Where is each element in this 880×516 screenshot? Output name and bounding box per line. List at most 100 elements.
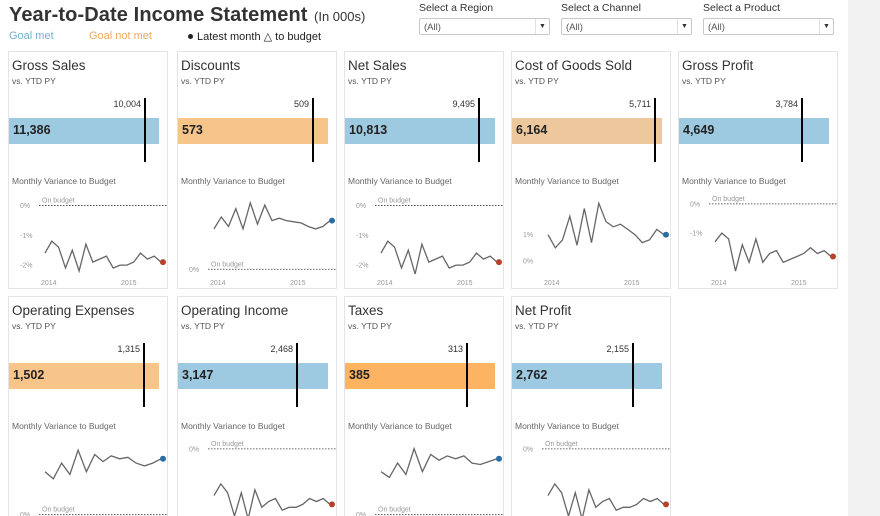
- kpi-card[interactable]: Gross Profit vs. YTD PY 4,649 3,784 Monthly …: [678, 51, 838, 289]
- latest-month-dot[interactable]: [663, 501, 669, 508]
- ytd-value-bar[interactable]: [9, 118, 159, 144]
- y-tick-label: 0%: [690, 201, 700, 208]
- variance-title: Monthly Variance to Budget: [348, 421, 452, 431]
- on-budget-label: On budget: [712, 196, 745, 203]
- latest-month-dot[interactable]: [496, 455, 502, 462]
- latest-month-dot[interactable]: [160, 259, 166, 266]
- prior-year-target-line: [654, 98, 656, 162]
- product-select-value: (All): [708, 22, 725, 33]
- y-tick-label: -1%: [20, 233, 32, 240]
- region-select[interactable]: (All) ▼: [419, 18, 550, 35]
- y-tick-label: 0%: [356, 203, 366, 210]
- prior-year-value: 2,468: [270, 344, 293, 354]
- ytd-value-bar[interactable]: [679, 118, 829, 144]
- variance-series-line: [380, 446, 498, 479]
- ytd-value: 6,164: [516, 123, 548, 137]
- card-title: Gross Sales: [12, 58, 86, 73]
- variance-series-line: [547, 200, 665, 249]
- variance-sparkline[interactable]: On budget 0%: [512, 435, 672, 516]
- variance-sparkline[interactable]: On budget 0%: [345, 435, 505, 516]
- ytd-value-bar[interactable]: [512, 118, 662, 144]
- variance-title: Monthly Variance to Budget: [181, 176, 285, 186]
- prior-year-target-line: [296, 343, 298, 407]
- region-select-value: (All): [424, 22, 441, 33]
- y-tick-label: -1%: [356, 233, 368, 240]
- kpi-card[interactable]: Operating Expenses vs. YTD PY 1,502 1,315 Mo…: [8, 296, 168, 516]
- variance-sparkline[interactable]: On budget 0% -1% -2% 2014 2015: [345, 190, 505, 288]
- card-title: Cost of Goods Sold: [515, 58, 633, 73]
- ytd-value: 3,147: [182, 368, 214, 382]
- card-subtitle: vs. YTD PY: [12, 321, 56, 331]
- channel-select-value: (All): [566, 22, 583, 33]
- latest-month-dot[interactable]: [496, 259, 502, 266]
- variance-sparkline[interactable]: 1% 0% 2014 2015: [512, 190, 672, 288]
- kpi-card[interactable]: Taxes vs. YTD PY 385 313 Monthly Variance to…: [344, 296, 504, 516]
- y-tick-label: -2%: [20, 263, 32, 270]
- prior-year-target-line: [632, 343, 634, 407]
- chevron-down-icon[interactable]: ▼: [677, 19, 691, 34]
- ytd-value: 2,762: [516, 368, 548, 382]
- filter-product: Select a Product (All) ▼: [703, 2, 834, 35]
- variance-title: Monthly Variance to Budget: [515, 176, 619, 186]
- variance-title: Monthly Variance to Budget: [682, 176, 786, 186]
- card-subtitle: vs. YTD PY: [682, 76, 726, 86]
- prior-year-value: 9,495: [452, 99, 475, 109]
- variance-title: Monthly Variance to Budget: [515, 421, 619, 431]
- latest-month-dot[interactable]: [663, 231, 669, 238]
- x-tick-label-2015: 2015: [791, 280, 807, 287]
- filter-region-label: Select a Region: [419, 2, 494, 14]
- latest-month-dot[interactable]: [329, 217, 335, 224]
- variance-sparkline[interactable]: On budget 0% -1% 2014 2015: [679, 190, 839, 288]
- card-title: Discounts: [181, 58, 241, 73]
- latest-month-dot[interactable]: [160, 455, 166, 462]
- x-tick-label-2014: 2014: [711, 280, 727, 287]
- ytd-value-bar[interactable]: [9, 363, 159, 389]
- product-select[interactable]: (All) ▼: [703, 18, 834, 35]
- prior-year-target-line: [478, 98, 480, 162]
- channel-select[interactable]: (All) ▼: [561, 18, 692, 35]
- kpi-card[interactable]: Net Sales vs. YTD PY 10,813 9,495 Monthly Va…: [344, 51, 504, 289]
- chevron-down-icon[interactable]: ▼: [535, 19, 549, 34]
- on-budget-label: On budget: [211, 441, 244, 448]
- card-title: Operating Income: [181, 303, 289, 318]
- filter-channel-label: Select a Channel: [561, 2, 641, 14]
- ytd-value-bar[interactable]: [178, 363, 328, 389]
- prior-year-target-line: [466, 343, 468, 407]
- page-title-text: Year-to-Date Income Statement: [9, 4, 308, 26]
- kpi-card[interactable]: Operating Income vs. YTD PY 3,147 2,468 Mont…: [177, 296, 337, 516]
- prior-year-value: 313: [447, 344, 463, 354]
- card-subtitle: vs. YTD PY: [515, 321, 559, 331]
- kpi-card[interactable]: Discounts vs. YTD PY 573 509 Monthly Varianc…: [177, 51, 337, 289]
- variance-title: Monthly Variance to Budget: [348, 176, 452, 186]
- variance-series-line: [380, 240, 498, 275]
- latest-month-dot[interactable]: [329, 501, 335, 508]
- variance-sparkline[interactable]: On budget 0%: [178, 435, 338, 516]
- prior-year-target-line: [144, 98, 146, 162]
- filter-product-label: Select a Product: [703, 2, 781, 14]
- ytd-value-bar[interactable]: [345, 363, 495, 389]
- x-tick-label-2014: 2014: [544, 280, 560, 287]
- variance-sparkline[interactable]: On budget 0% -1% -2% 2014 2015: [9, 190, 169, 288]
- kpi-card[interactable]: Gross Sales vs. YTD PY 11,386 10,004 Monthly…: [8, 51, 168, 289]
- variance-series-line: [213, 482, 331, 516]
- variance-title: Monthly Variance to Budget: [12, 176, 116, 186]
- x-tick-label-2015: 2015: [121, 280, 137, 287]
- card-subtitle: vs. YTD PY: [181, 321, 225, 331]
- ytd-value-bar[interactable]: [178, 118, 328, 144]
- y-tick-label: 0%: [20, 203, 30, 210]
- kpi-card[interactable]: Cost of Goods Sold vs. YTD PY 6,164 5,711 Mo…: [511, 51, 671, 289]
- ytd-value-bar[interactable]: [345, 118, 495, 144]
- on-budget-label: On budget: [42, 197, 75, 204]
- prior-year-target-line: [143, 343, 145, 407]
- card-subtitle: vs. YTD PY: [348, 321, 392, 331]
- y-tick-label: -2%: [356, 263, 368, 270]
- filter-channel: Select a Channel (All) ▼: [561, 2, 692, 35]
- chevron-down-icon[interactable]: ▼: [819, 19, 833, 34]
- ytd-value-bar[interactable]: [512, 363, 662, 389]
- card-subtitle: vs. YTD PY: [181, 76, 225, 86]
- kpi-card[interactable]: Net Profit vs. YTD PY 2,762 2,155 Monthly Va…: [511, 296, 671, 516]
- variance-series-line: [213, 200, 331, 232]
- latest-month-dot[interactable]: [830, 253, 836, 260]
- variance-sparkline[interactable]: On budget 0%: [9, 435, 169, 516]
- variance-sparkline[interactable]: On budget 0% 2014 2015: [178, 190, 338, 288]
